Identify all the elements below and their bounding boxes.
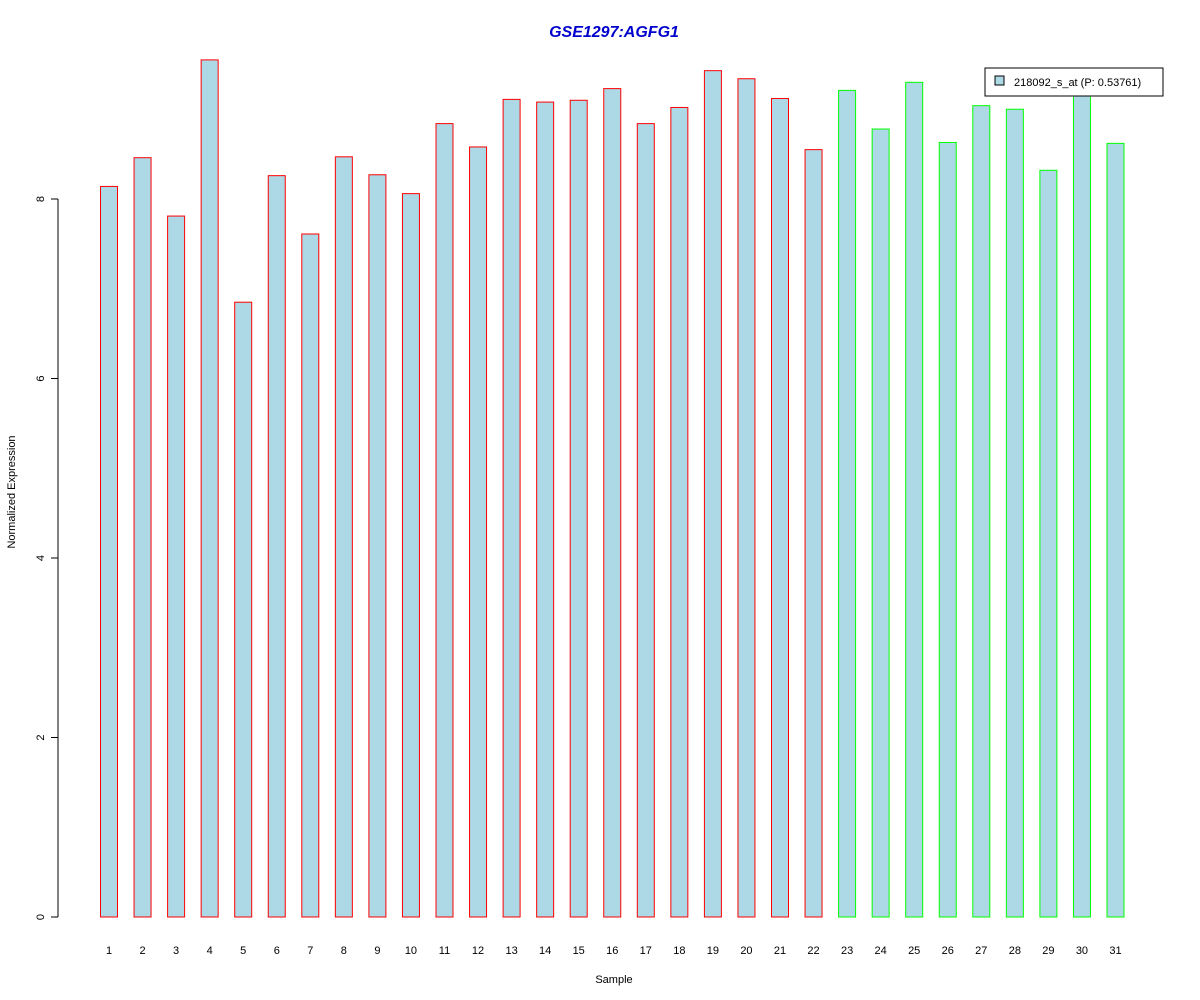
- bar-sample-9: [368, 174, 387, 918]
- legend-swatch: [994, 75, 1005, 86]
- y-tick-label: 8: [35, 196, 47, 202]
- x-tick-label: 7: [307, 945, 313, 957]
- x-tick-label: 8: [341, 945, 347, 957]
- bar-sample-13: [502, 98, 521, 918]
- bar-sample-18: [670, 106, 689, 918]
- bar-sample-6: [267, 175, 286, 918]
- chart-title: GSE1297:AGFG1: [549, 24, 679, 41]
- bars: [100, 59, 1125, 918]
- x-tick-label: 6: [274, 945, 280, 957]
- y-axis: 0 2 4 6 8: [35, 196, 59, 920]
- bar-sample-27: [972, 105, 991, 918]
- x-tick-label: 27: [975, 945, 987, 957]
- x-tick-label: 14: [539, 945, 551, 957]
- bar-sample-31: [1106, 142, 1125, 918]
- bar-sample-19: [703, 70, 722, 918]
- x-tick-label: 4: [207, 945, 213, 957]
- bar-sample-25: [905, 81, 924, 918]
- x-tick-label: 2: [139, 945, 145, 957]
- x-axis-label: Sample: [595, 974, 632, 986]
- bar-sample-1: [100, 185, 118, 918]
- bar-sample-22: [804, 149, 823, 918]
- bar-sample-28: [1005, 108, 1024, 918]
- x-tick-label: 26: [942, 945, 954, 957]
- bar-sample-4: [200, 59, 219, 918]
- x-tick-label: 18: [673, 945, 685, 957]
- x-tick-label: 19: [707, 945, 719, 957]
- y-axis-label: Normalized Expression: [6, 435, 18, 548]
- bar-sample-14: [536, 101, 555, 918]
- bar-sample-26: [938, 141, 957, 918]
- x-tick-label: 1: [106, 945, 112, 957]
- x-tick-label: 22: [807, 945, 819, 957]
- x-tick-label: 25: [908, 945, 920, 957]
- bar-sample-16: [603, 88, 622, 918]
- x-tick-label: 23: [841, 945, 853, 957]
- x-tick-label: 17: [640, 945, 652, 957]
- bar-sample-24: [871, 128, 890, 918]
- x-tick-label: 28: [1009, 945, 1021, 957]
- bar-sample-2: [133, 157, 152, 918]
- bar-sample-8: [334, 156, 353, 918]
- bar-sample-5: [234, 301, 253, 918]
- x-tick-label: 3: [173, 945, 179, 957]
- x-tick-label: 20: [740, 945, 752, 957]
- bar-sample-20: [737, 78, 756, 918]
- legend-label: 218092_s_at (P: 0.53761): [1014, 77, 1141, 89]
- bar-sample-10: [401, 193, 420, 918]
- bar-sample-15: [569, 99, 588, 918]
- bar-sample-23: [838, 89, 857, 918]
- x-tick-label: 24: [875, 945, 887, 957]
- x-tick-label: 12: [472, 945, 484, 957]
- x-tick-label: 31: [1109, 945, 1121, 957]
- x-tick-label: 11: [439, 945, 450, 957]
- y-tick-label: 0: [35, 914, 47, 920]
- bar-sample-12: [469, 146, 488, 918]
- bar-sample-3: [167, 215, 186, 918]
- x-tick-label: 30: [1076, 945, 1088, 957]
- y-tick-label: 4: [35, 555, 47, 561]
- bar-sample-7: [301, 233, 320, 918]
- bar-sample-29: [1039, 169, 1058, 918]
- bar-sample-17: [636, 123, 655, 918]
- bar-sample-11: [435, 123, 454, 918]
- bar-sample-30: [1072, 90, 1091, 918]
- legend: 218092_s_at (P: 0.53761): [984, 67, 1164, 97]
- x-tick-label: 29: [1042, 945, 1054, 957]
- x-tick-labels: 1 2 3 4 5 6 7 8 9 10 11 12 13 14 15 16 17 18 19 20 21 22 23 24 2…: [106, 945, 1122, 957]
- x-tick-label: 21: [774, 945, 786, 957]
- x-tick-label: 13: [505, 945, 517, 957]
- x-tick-label: 9: [374, 945, 380, 957]
- x-tick-label: 5: [240, 945, 246, 957]
- x-tick-label: 16: [606, 945, 618, 957]
- legend-box: [984, 67, 1164, 97]
- x-tick-label: 15: [573, 945, 585, 957]
- y-tick-label: 2: [35, 734, 47, 740]
- bar-sample-21: [771, 97, 789, 918]
- x-tick-label: 10: [405, 945, 417, 957]
- y-tick-label: 6: [35, 375, 47, 381]
